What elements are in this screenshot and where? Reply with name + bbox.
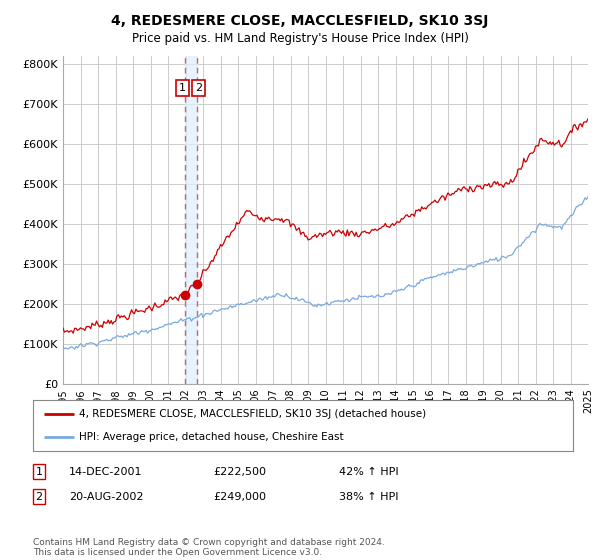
Text: 20-AUG-2002: 20-AUG-2002 bbox=[69, 492, 143, 502]
Text: 4, REDESMERE CLOSE, MACCLESFIELD, SK10 3SJ (detached house): 4, REDESMERE CLOSE, MACCLESFIELD, SK10 3… bbox=[79, 409, 426, 419]
Text: 4, REDESMERE CLOSE, MACCLESFIELD, SK10 3SJ: 4, REDESMERE CLOSE, MACCLESFIELD, SK10 3… bbox=[112, 14, 488, 28]
Text: £249,000: £249,000 bbox=[213, 492, 266, 502]
Bar bbox=[185, 56, 197, 384]
Text: Price paid vs. HM Land Registry's House Price Index (HPI): Price paid vs. HM Land Registry's House … bbox=[131, 32, 469, 45]
Text: £222,500: £222,500 bbox=[213, 466, 266, 477]
Text: Contains HM Land Registry data © Crown copyright and database right 2024.
This d: Contains HM Land Registry data © Crown c… bbox=[33, 538, 385, 557]
Text: 1: 1 bbox=[179, 83, 186, 93]
Text: 14-DEC-2001: 14-DEC-2001 bbox=[69, 466, 143, 477]
Text: 2: 2 bbox=[35, 492, 43, 502]
Text: 42% ↑ HPI: 42% ↑ HPI bbox=[339, 466, 398, 477]
Text: HPI: Average price, detached house, Cheshire East: HPI: Average price, detached house, Ches… bbox=[79, 432, 344, 442]
Text: 1: 1 bbox=[35, 466, 43, 477]
Text: 38% ↑ HPI: 38% ↑ HPI bbox=[339, 492, 398, 502]
Text: 2: 2 bbox=[195, 83, 202, 93]
